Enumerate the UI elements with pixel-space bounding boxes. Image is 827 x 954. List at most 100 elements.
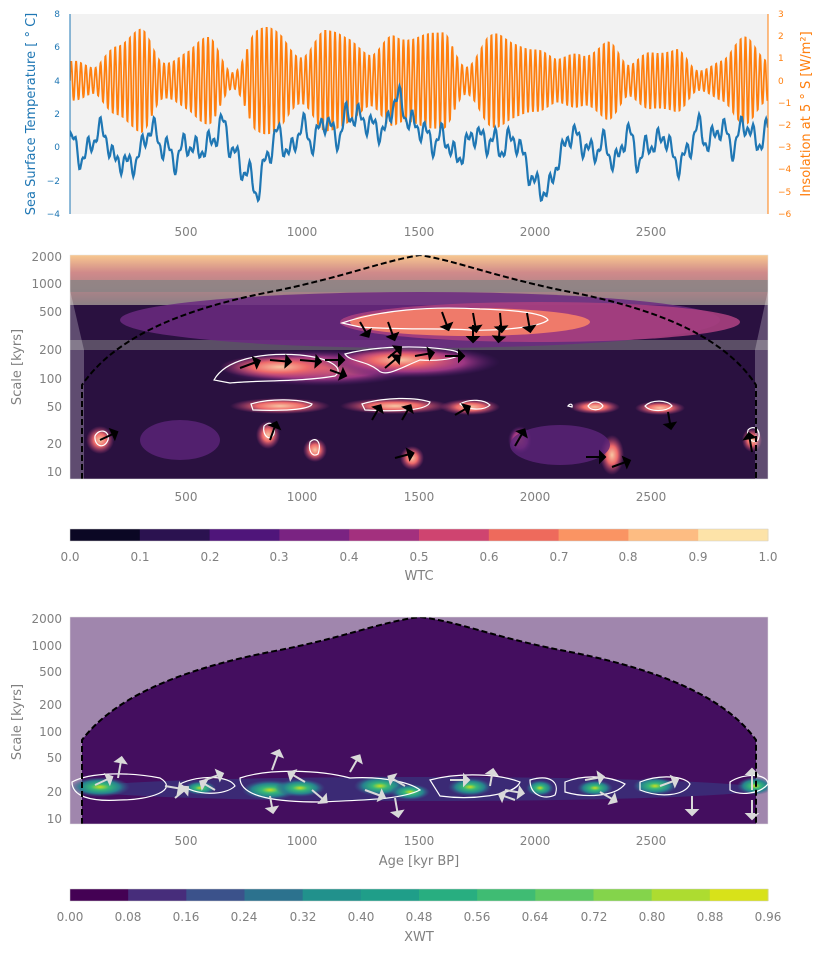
wtc-phase-arrowhead [662,421,678,431]
xwt-phase-arrow [394,797,399,812]
wtc-phase-arrowhead [359,327,372,338]
wtc-phase-arrow [498,324,501,338]
xwt-phase-arrowhead [214,768,225,783]
xwt-colorbar-tick-label: 0.64 [522,910,549,924]
wtc-y-tick-label: 10 [47,465,62,479]
wtc-phase-arrow [329,369,342,376]
wtc-y-axis-label: Scale [kyrs] [10,329,25,405]
wtc-colorbar-tick-label: 0.9 [688,550,707,564]
xwt-heatmap [70,617,768,824]
x-tick-label: 1000 [287,490,318,504]
xwt-contour [239,770,422,803]
wtc-phase-arrowhead [621,455,632,470]
xwt-phase-arrowhead [596,770,606,786]
insolation-tick-label: −3 [778,143,791,153]
xwt-cone-of-influence [81,617,757,824]
wtc-contour [644,400,673,412]
x-tick-label: 500 [175,490,198,504]
xwt-contour [564,776,626,797]
xwt-significance-contours [71,770,768,803]
xwt-phase-arrow [364,789,381,797]
colorbar-cell [698,529,769,541]
xwt-blob [633,777,677,795]
wtc-colorbar-label: WTC [404,569,433,584]
xwt-phase-arrow [503,794,516,801]
xwt-phase-arrowhead [497,789,508,804]
x-tick-label: 1000 [287,834,318,848]
wtc-phase-arrowhead [465,336,481,344]
panel-wtc: 2000 1000 500 200 100 50 20 10 500 1000 … [10,250,769,504]
xwt-phase-arrowhead [350,754,363,765]
panel-time-series: 8 6 4 2 0 −2 −4 3 2 1 0 −1 −2 −3 −4 −5 −… [24,10,814,239]
wtc-phase-arrowhead [391,345,403,357]
insolation-tick-label: 1 [778,54,784,64]
wtc-phase-arrow [239,361,256,369]
colorbar-cell [209,529,280,541]
sst-tick-label: −4 [47,210,61,220]
wtc-phase-arrow [499,312,503,327]
xwt-colorbar-tick-label: 0.00 [57,910,84,924]
insolation-tick-label: −6 [778,210,792,220]
xwt-phase-arrow [94,778,109,786]
wtc-contour [567,403,573,408]
colorbar-cell [419,529,490,541]
xwt-phase-arrow [204,783,216,791]
x-tick-label: 500 [175,225,198,239]
wtc-phase-arrowhead [251,355,262,370]
xwt-colorbar-tick-label: 0.24 [231,910,258,924]
wtc-coi-shade-left [70,290,84,479]
wtc-phase-arrow [748,438,753,453]
wtc-colorbar-frame [69,528,769,542]
xwt-colorbar-ticks: 0.00 0.08 0.16 0.24 0.32 0.40 0.48 0.56 … [57,910,782,924]
xwt-phase-arrowhead [516,784,526,800]
xwt-y-tick-label: 50 [47,751,62,765]
wtc-phase-arrowhead [405,447,415,462]
wtc-colorbar-tick-label: 0.3 [269,550,288,564]
insolation-tick-label: −1 [778,99,791,109]
colorbar-cell [593,889,653,901]
xwt-phase-arrowhead [113,755,128,765]
wtc-contour [250,399,313,411]
xwt-phase-arrowhead [103,772,114,787]
xwt-phase-arrow [349,759,358,773]
xwt-contour [178,776,236,794]
wtc-phase-arrows [99,311,758,470]
wtc-y-tick-label: 1000 [31,277,62,291]
wtc-colorbar-tick-label: 0.6 [479,550,498,564]
wtc-phase-arrowhead [314,353,323,369]
insolation-tick-label: −5 [778,188,791,198]
xwt-phase-arrowhead [287,769,298,782]
wtc-y-tick-label: 50 [47,400,62,414]
wtc-phase-arrowhead [284,353,293,369]
xwt-blob [184,781,216,795]
wtc-phase-arrowhead [390,354,401,366]
wtc-phase-arrowhead [385,331,400,342]
insolation-tick-label: −4 [778,165,792,175]
sst-tick-label: 0 [54,143,60,153]
sst-axis-label: Sea Surface Temperature [ ° C] [24,13,39,215]
wtc-contour [339,307,549,331]
sst-series-line [70,82,768,204]
wtc-colorbar-ticks: 0.0 0.1 0.2 0.3 0.4 0.5 0.6 0.7 0.8 0.9 … [60,550,777,564]
wtc-colorbar-tick-label: 0.4 [339,550,358,564]
wtc-phase-arrowhead [460,403,471,416]
wtc-significance-contours [94,307,760,456]
x-tick-label: 2500 [636,834,667,848]
xwt-colorbar-tick-label: 0.16 [173,910,200,924]
colorbar-cell [651,889,711,901]
wtc-phase-arrow [454,408,466,416]
xwt-phase-arrowhead [376,788,387,803]
insolation-tick-label: −2 [778,121,791,131]
xwt-phase-arrowhead [744,813,760,821]
wtc-colorbar: 0.0 0.1 0.2 0.3 0.4 0.5 0.6 0.7 0.8 0.9 … [60,528,778,584]
xwt-phase-arrowhead [463,772,471,788]
wtc-colorbar-tick-label: 0.1 [130,550,149,564]
xwt-x-ticks: 500 1000 1500 2000 2500 [175,834,667,848]
xwt-y-tick-label: 200 [39,698,62,712]
wtc-phase-arrowhead [338,352,346,368]
xwt-inside-coi [82,617,756,824]
xwt-y-tick-label: 100 [39,725,62,739]
xwt-phase-arrowhead [387,773,398,786]
xwt-blob [275,779,325,797]
wtc-phase-arrow [99,433,114,441]
